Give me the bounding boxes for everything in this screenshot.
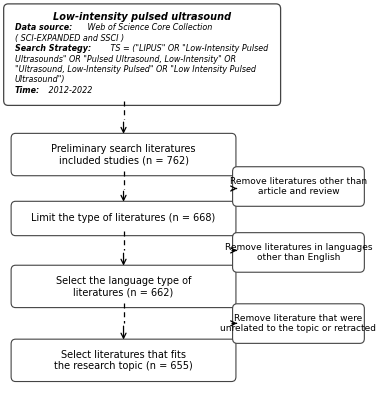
Text: Remove literatures in languages
other than English: Remove literatures in languages other th…	[225, 243, 372, 262]
Text: Time:: Time:	[15, 86, 40, 95]
Text: Ultrasounds" OR "Pulsed Ultrasound, Low-Intensity" OR: Ultrasounds" OR "Pulsed Ultrasound, Low-…	[15, 55, 236, 63]
Text: Ultrasound"): Ultrasound")	[15, 75, 65, 84]
FancyBboxPatch shape	[233, 233, 364, 272]
Text: Web of Science Core Collection: Web of Science Core Collection	[85, 23, 213, 32]
Text: "Ultrasound, Low-Intensity Pulsed" OR "Low Intensity Pulsed: "Ultrasound, Low-Intensity Pulsed" OR "L…	[15, 65, 256, 74]
FancyBboxPatch shape	[233, 167, 364, 206]
FancyBboxPatch shape	[11, 134, 236, 176]
FancyBboxPatch shape	[11, 201, 236, 236]
Text: Remove literatures other than
article and review: Remove literatures other than article an…	[230, 177, 367, 196]
FancyBboxPatch shape	[11, 339, 236, 381]
FancyBboxPatch shape	[4, 4, 281, 105]
Text: ( SCI-EXPANDED and SSCI ): ( SCI-EXPANDED and SSCI )	[15, 34, 124, 43]
Text: Data source:: Data source:	[15, 23, 72, 32]
Text: Search Strategy:: Search Strategy:	[15, 44, 91, 53]
Text: Preliminary search literatures
included studies (n = 762): Preliminary search literatures included …	[51, 144, 196, 165]
FancyBboxPatch shape	[11, 265, 236, 308]
Text: Remove literature that were
unrelated to the topic or retracted: Remove literature that were unrelated to…	[221, 314, 377, 333]
Text: Low-intensity pulsed ultrasound: Low-intensity pulsed ultrasound	[53, 12, 231, 22]
Text: Select literatures that fits
the research topic (n = 655): Select literatures that fits the researc…	[54, 350, 193, 371]
Text: TS = ("LIPUS" OR "Low-Intensity Pulsed: TS = ("LIPUS" OR "Low-Intensity Pulsed	[108, 44, 269, 53]
FancyBboxPatch shape	[233, 304, 364, 343]
Text: 2012-2022: 2012-2022	[46, 86, 92, 95]
Text: Limit the type of literatures (n = 668): Limit the type of literatures (n = 668)	[31, 213, 216, 223]
Text: Select the language type of
literatures (n = 662): Select the language type of literatures …	[56, 275, 191, 297]
